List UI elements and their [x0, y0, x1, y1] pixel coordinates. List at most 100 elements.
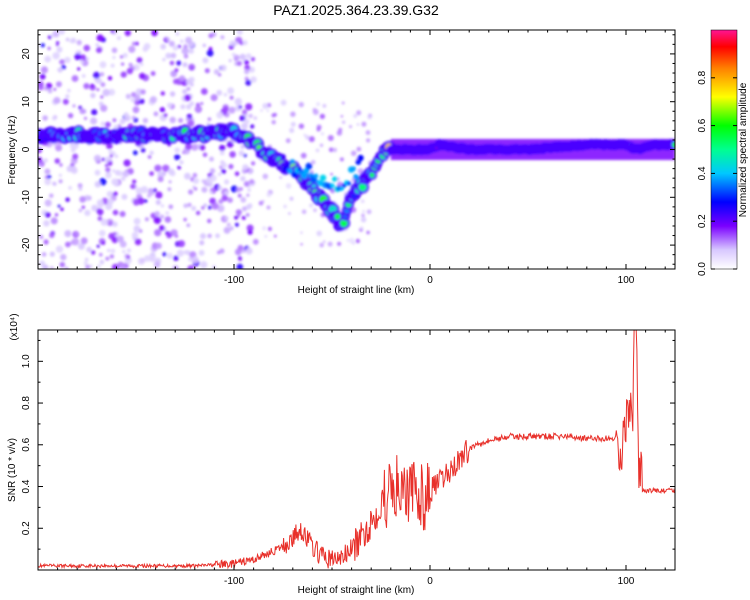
noise-blob: [227, 197, 233, 203]
noise-blob: [99, 178, 107, 186]
noise-blob: [243, 181, 250, 187]
noise-blob: [170, 52, 177, 59]
noise-blob: [38, 84, 44, 91]
noise-blob: [89, 264, 93, 268]
noise-blob: [113, 232, 117, 236]
noise-blob: [274, 234, 277, 238]
noise-blob: [140, 186, 148, 194]
noise-blob: [360, 226, 364, 230]
noise-blob: [83, 116, 88, 120]
noise-blob: [245, 53, 252, 59]
noise-blob: [55, 144, 63, 152]
noise-blob: [139, 72, 146, 80]
noise-blob: [216, 250, 221, 255]
noise-blob: [246, 224, 254, 232]
noise-blob: [360, 217, 367, 223]
noise-blob: [202, 57, 209, 64]
noise-blob: [209, 156, 214, 162]
spectrogram-ytick-label: -10: [21, 190, 32, 205]
noise-blob: [250, 76, 257, 83]
noise-blob: [65, 197, 70, 202]
noise-blob: [229, 95, 234, 100]
noise-blob: [332, 147, 338, 153]
noise-blob: [174, 154, 181, 161]
noise-blob: [93, 154, 102, 162]
noise-blob: [226, 140, 234, 148]
noise-blob: [53, 142, 57, 147]
snr-xtick-label: -100: [224, 576, 244, 587]
noise-blob: [244, 59, 249, 65]
noise-blob: [166, 252, 173, 259]
noise-blob: [42, 264, 49, 269]
noise-blob: [266, 205, 271, 210]
noise-blob: [65, 94, 70, 99]
noise-blob: [149, 96, 157, 104]
noise-blob: [100, 82, 106, 87]
noise-blob: [76, 39, 82, 46]
noise-blob: [280, 99, 287, 106]
noise-blob: [52, 52, 60, 60]
noise-blob: [45, 82, 53, 90]
noise-blob: [160, 204, 165, 208]
noise-blob: [316, 127, 321, 132]
noise-blob: [170, 229, 178, 237]
noise-blob: [233, 54, 240, 61]
noise-blob: [290, 111, 296, 117]
noise-blob: [218, 199, 224, 204]
noise-blob: [271, 113, 276, 118]
noise-blob: [154, 164, 162, 172]
noise-blob: [155, 199, 161, 205]
noise-blob: [144, 217, 149, 222]
noise-blob: [183, 44, 188, 49]
noise-blob: [223, 92, 228, 97]
noise-blob: [357, 168, 364, 175]
noise-blob: [95, 43, 99, 47]
noise-blob: [90, 83, 95, 88]
colorbar-tick-label: 0.8: [697, 70, 708, 84]
side-track-blob: [346, 181, 352, 186]
noise-blob: [130, 97, 136, 103]
noise-blob: [108, 149, 114, 155]
noise-blob: [352, 241, 355, 245]
noise-blob: [356, 123, 360, 126]
noise-blob: [289, 127, 295, 133]
noise-blob: [176, 249, 184, 257]
noise-blob: [72, 153, 79, 160]
noise-blob: [238, 105, 242, 109]
noise-blob: [229, 151, 236, 158]
side-track-blob: [332, 176, 338, 182]
noise-blob: [100, 95, 104, 99]
noise-blob: [81, 205, 86, 210]
noise-blob: [77, 183, 83, 189]
noise-blob: [64, 266, 69, 269]
snr-xlabel: Height of straight line (km): [298, 585, 415, 596]
side-track-blob: [357, 154, 364, 162]
noise-blob: [110, 30, 114, 33]
noise-blob: [112, 209, 119, 216]
noise-blob: [350, 150, 357, 157]
noise-blob: [327, 135, 334, 141]
noise-blob: [226, 222, 231, 227]
noise-blob: [245, 103, 253, 111]
noise-blob: [346, 239, 350, 242]
side-track-blob: [339, 186, 345, 191]
noise-blob: [305, 135, 310, 140]
noise-blob: [159, 225, 165, 231]
noise-blob: [108, 221, 114, 226]
spectrogram-xlabel: Height of straight line (km): [298, 285, 415, 296]
snr-ticks: -100 0 100 0.2 0.4 0.6 0.8 1.0: [21, 330, 675, 587]
noise-blob: [260, 109, 263, 112]
track-blob: [358, 183, 367, 192]
noise-blob: [246, 213, 250, 217]
noise-blob: [50, 217, 58, 225]
noise-blob: [143, 255, 151, 262]
noise-blob: [111, 178, 119, 186]
noise-blob: [191, 205, 197, 211]
noise-blob: [366, 138, 371, 143]
noise-blob: [100, 218, 108, 226]
colorbar-tick-label: 0.0: [697, 262, 708, 276]
noise-blob: [97, 216, 103, 222]
noise-blob: [198, 249, 205, 256]
noise-blob: [199, 144, 206, 151]
noise-blob: [199, 240, 205, 246]
